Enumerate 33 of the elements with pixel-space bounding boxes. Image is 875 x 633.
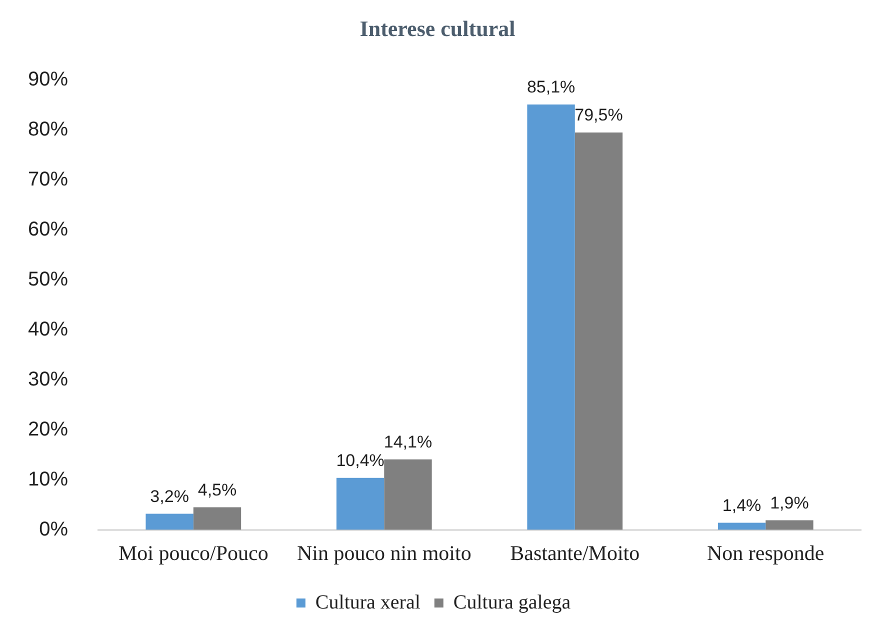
data-label: 14,1% xyxy=(384,432,432,452)
x-tick-label: Bastante/Moito xyxy=(510,540,640,565)
bar xyxy=(336,478,384,530)
bar xyxy=(146,514,194,530)
bar xyxy=(574,132,623,530)
y-tick-label: 90% xyxy=(28,68,68,91)
data-label: 4,5% xyxy=(198,480,237,500)
y-tick-label: 20% xyxy=(28,418,68,440)
bar xyxy=(527,104,575,530)
x-tick-label: Moi pouco/Pouco xyxy=(118,540,268,565)
y-tick-label: 60% xyxy=(28,218,68,240)
y-tick-label: 40% xyxy=(28,318,68,340)
legend-label: Cultura xeral xyxy=(315,591,421,614)
bar xyxy=(718,522,766,530)
y-tick-label: 50% xyxy=(28,268,68,290)
x-tick-label: Nin pouco nin moito xyxy=(296,540,472,565)
bar xyxy=(766,520,814,530)
y-tick-label: 30% xyxy=(28,368,68,390)
bar xyxy=(193,507,242,530)
data-label: 3,2% xyxy=(150,486,189,506)
y-tick-label: 80% xyxy=(28,118,68,140)
legend-label: Cultura galega xyxy=(453,591,571,614)
data-label: 85,1% xyxy=(526,78,576,97)
data-label: 1,9% xyxy=(770,493,809,512)
y-tick-label: 10% xyxy=(28,468,68,490)
chart-title: Interese cultural xyxy=(358,16,516,43)
data-label: 1,4% xyxy=(722,496,762,515)
data-label: 79,5% xyxy=(574,106,623,125)
y-tick-label: 0% xyxy=(39,518,68,540)
data-label: 10,4% xyxy=(336,451,384,470)
bar xyxy=(384,459,432,530)
y-tick-label: 70% xyxy=(28,168,68,190)
x-tick-label: Non responde xyxy=(707,540,824,565)
